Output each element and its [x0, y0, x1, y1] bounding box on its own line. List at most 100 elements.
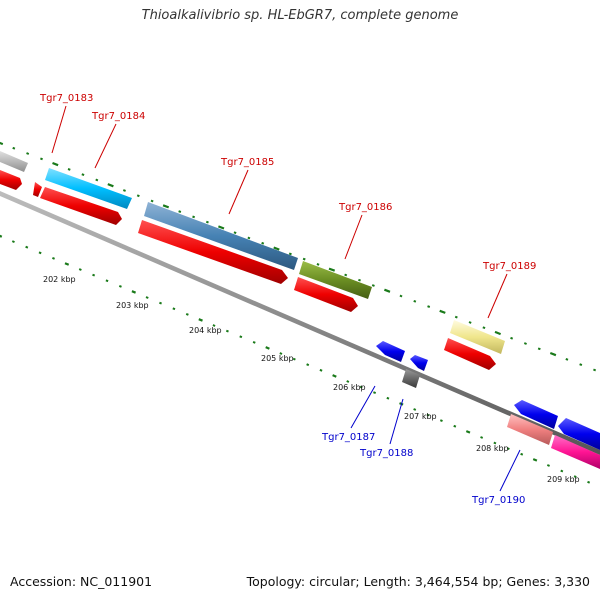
inner-tick [292, 357, 296, 361]
gene-label-tgr7-0190[interactable]: Tgr7_0190 [471, 495, 525, 506]
inner-tick [506, 447, 510, 451]
leader-tgr7-0183 [51, 105, 67, 154]
leader-tgr7-0185 [228, 169, 249, 215]
ruler-labels: 202 kbp 203 kbp 204 kbp 205 kbp 206 kbp … [43, 275, 580, 484]
outer-tick [565, 357, 569, 361]
outer-tick [26, 152, 30, 155]
forward-cds-track [0, 170, 496, 370]
gene-label-tgr7-0188[interactable]: Tgr7_0188 [359, 448, 413, 459]
feature-tgr7-0190[interactable] [507, 414, 553, 445]
label-leader-lines [51, 105, 521, 492]
gene-label-tgr7-0183[interactable]: Tgr7_0183 [39, 93, 93, 104]
outer-tick [439, 309, 446, 314]
inner-tick [131, 290, 137, 294]
feature-tgr7-0186[interactable] [299, 261, 372, 299]
feature-tgr7-0188[interactable] [402, 369, 420, 388]
cds-tgr7-0187[interactable] [376, 341, 405, 362]
outer-tick [288, 252, 292, 256]
ruler-label-209: 209 kbp [547, 475, 580, 484]
outer-tick [261, 241, 265, 245]
inner-tick [172, 307, 176, 311]
gene-label-tgr7-0184[interactable]: Tgr7_0184 [91, 111, 145, 122]
outer-tick [192, 215, 196, 219]
cds-tgr7-0190[interactable] [514, 400, 558, 429]
inner-tick [546, 464, 550, 467]
inner-tick [413, 408, 417, 411]
cds-tgr7-0191[interactable] [558, 418, 600, 450]
ruler-label-207: 207 kbp [404, 412, 437, 421]
genome-backbone [0, 191, 600, 455]
outer-tick [205, 220, 209, 224]
feature-tgr7-0183[interactable] [0, 151, 28, 172]
feature-tgr7-0189[interactable] [450, 320, 505, 354]
outer-tick [399, 294, 403, 298]
outer-tick [384, 288, 391, 293]
inner-tick [0, 234, 3, 238]
cds-tgr7-0184[interactable] [40, 187, 122, 225]
inner-tick [64, 262, 70, 266]
inner-tick [465, 430, 471, 434]
outer-tick [482, 326, 486, 330]
inner-tick [159, 301, 162, 305]
inner-tick [52, 256, 55, 260]
ruler-label-208: 208 kbp [476, 444, 509, 453]
inner-tick [346, 380, 350, 383]
feature-tgr7-0185[interactable] [144, 202, 298, 270]
inner-tick [560, 469, 564, 473]
outer-tick-marks [0, 141, 597, 372]
gene-label-tgr7-0187[interactable]: Tgr7_0187 [321, 432, 375, 443]
leader-tgr7-0187 [350, 385, 376, 429]
inner-tick [439, 419, 443, 423]
inner-tick [453, 424, 457, 428]
outer-tick [579, 363, 583, 367]
outer-tick [40, 157, 43, 161]
outer-tick [162, 204, 170, 209]
inner-tick [198, 318, 203, 322]
outer-tick [413, 299, 417, 303]
inner-tick [587, 480, 591, 484]
cds-tgr7-0188[interactable] [410, 355, 428, 371]
outer-tick [150, 199, 154, 203]
inner-tick [332, 374, 337, 378]
outer-tick [67, 168, 71, 171]
gene-label-tgr7-0185[interactable]: Tgr7_0185 [220, 157, 274, 168]
outer-tick [218, 225, 225, 230]
inner-tick [145, 296, 149, 299]
outer-tick [510, 336, 514, 340]
inner-tick [239, 335, 243, 339]
outer-tick [427, 305, 431, 308]
cds-tgr7-0189[interactable] [444, 338, 496, 370]
outer-tick [107, 183, 114, 188]
inner-tick [480, 436, 484, 439]
inner-tick [25, 245, 29, 249]
cds-tgr7-0186[interactable] [294, 277, 358, 312]
gene-label-tgr7-0186[interactable]: Tgr7_0186 [338, 202, 392, 213]
inner-tick [11, 240, 15, 244]
inner-tick [78, 268, 82, 271]
feature-tgr7-0191[interactable] [551, 435, 600, 469]
reverse-feature-track [402, 369, 600, 469]
feature-tgr7-0184[interactable] [45, 168, 132, 209]
outer-tick [494, 330, 502, 336]
outer-tick [0, 141, 4, 146]
outer-tick [122, 189, 126, 192]
outer-tick [273, 246, 280, 251]
reverse-cds-track [376, 341, 600, 450]
outer-tick [52, 161, 59, 167]
cds-tgr7-0183b[interactable] [33, 182, 42, 197]
ruler-label-205: 205 kbp [261, 354, 294, 363]
page-title: Thioalkalivibrio sp. HL-EbGR7, complete … [141, 8, 459, 23]
gene-label-tgr7-0189[interactable]: Tgr7_0189 [482, 261, 536, 272]
inner-tick-marks [0, 234, 591, 484]
ruler-label-204: 204 kbp [189, 326, 222, 335]
leader-tgr7-0188 [389, 398, 404, 445]
inner-tick [252, 340, 256, 344]
inner-tick [532, 458, 538, 462]
inner-tick [573, 475, 577, 479]
cds-tgr7-0185[interactable] [138, 220, 288, 284]
topology-text: Topology: circular; Length: 3,464,554 bp… [246, 574, 590, 589]
inner-tick [359, 385, 363, 389]
outer-tick [549, 351, 557, 357]
cds-tgr7-0183[interactable] [0, 170, 22, 190]
